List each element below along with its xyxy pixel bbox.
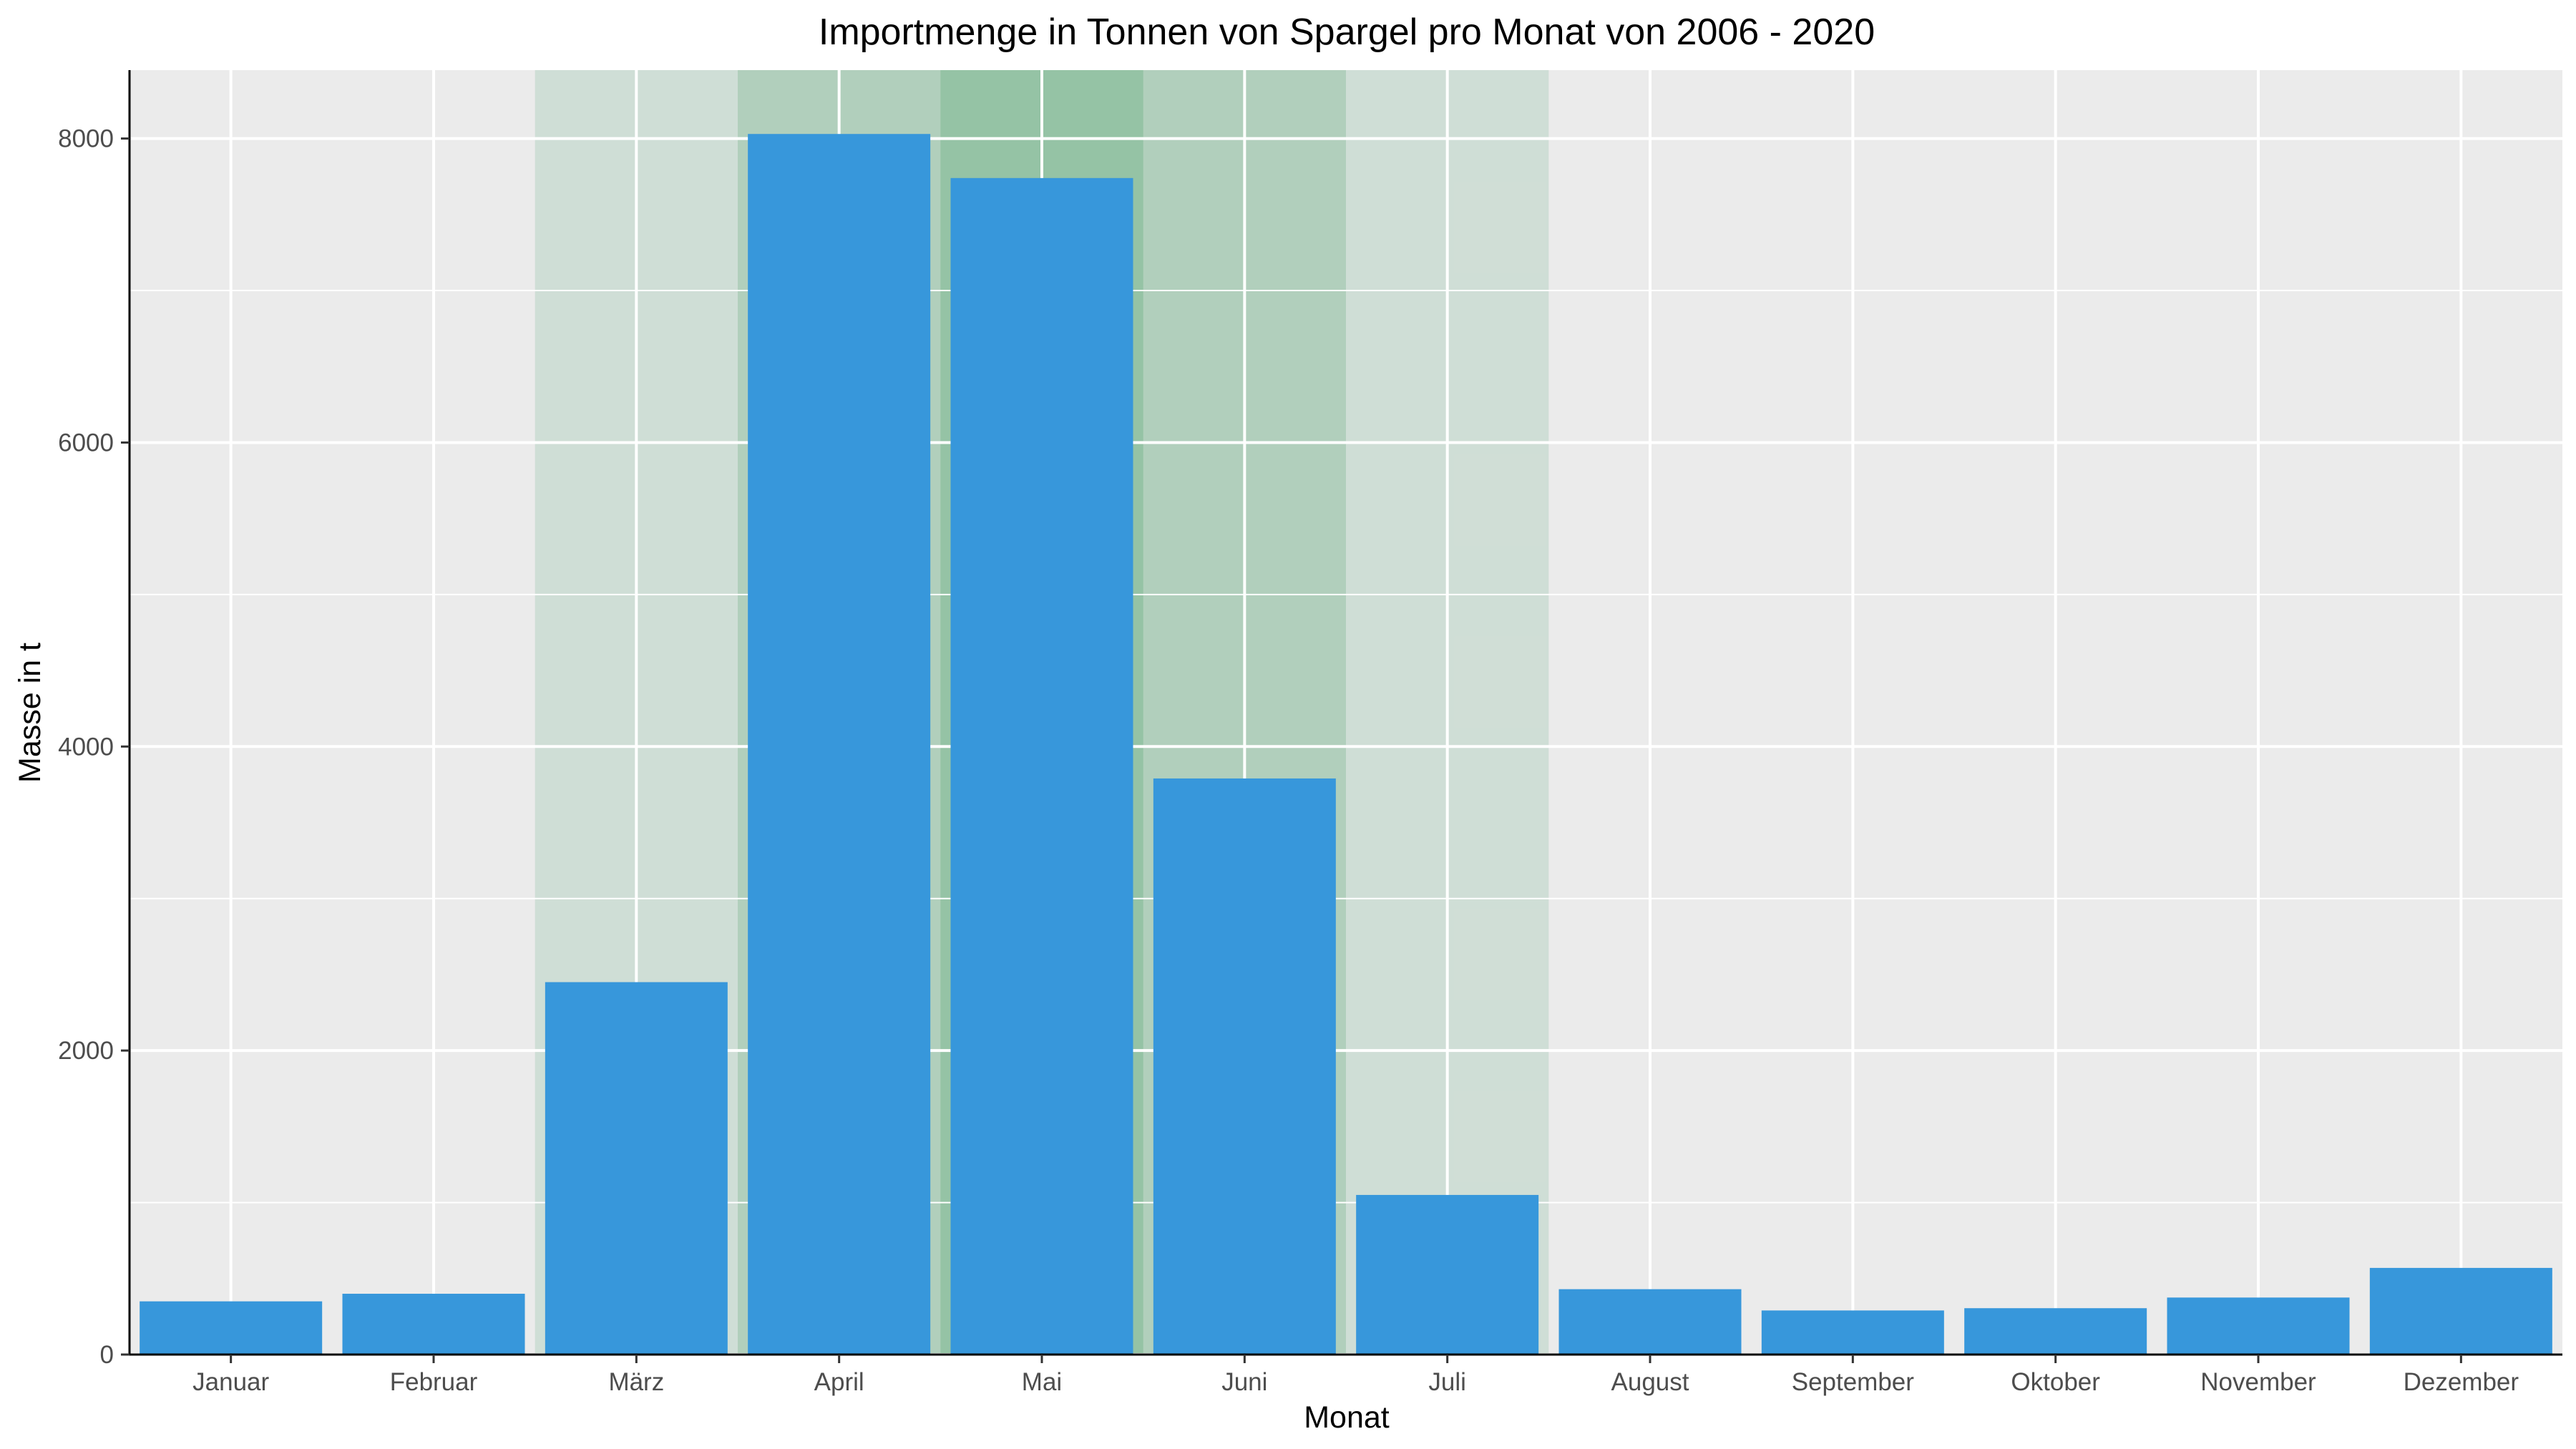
x-tick-label: Februar xyxy=(390,1368,478,1396)
x-tick-label: Mai xyxy=(1022,1368,1062,1396)
bar-10 xyxy=(2167,1297,2350,1355)
x-tick-label: Oktober xyxy=(2011,1368,2100,1396)
x-tick-label: Juni xyxy=(1221,1368,1267,1396)
y-tick-label: 8000 xyxy=(58,125,114,153)
x-tick-label: März xyxy=(608,1368,664,1396)
y-tick-label: 2000 xyxy=(58,1037,114,1065)
x-tick-label: August xyxy=(1611,1368,1689,1396)
bar-7 xyxy=(1558,1289,1742,1355)
bars xyxy=(140,134,2552,1355)
bar-6 xyxy=(1356,1194,1539,1355)
bar-8 xyxy=(1761,1310,1944,1355)
x-tick-label: Juli xyxy=(1428,1368,1466,1396)
y-tick-label: 6000 xyxy=(58,429,114,457)
x-axis-title: Monat xyxy=(1304,1400,1390,1435)
x-tick-label: November xyxy=(2200,1368,2316,1396)
bar-1 xyxy=(342,1294,525,1355)
bar-3 xyxy=(748,134,931,1355)
bar-5 xyxy=(1153,778,1336,1355)
bar-11 xyxy=(2369,1267,2552,1355)
x-tick-label: Dezember xyxy=(2404,1368,2519,1396)
chart-title: Importmenge in Tonnen von Spargel pro Mo… xyxy=(819,11,1875,53)
y-tick-label: 0 xyxy=(100,1341,114,1369)
x-tick-label: Januar xyxy=(192,1368,269,1396)
y-tick-labels: 0 2000 4000 6000 8000 xyxy=(58,125,114,1369)
plot-panel xyxy=(130,70,2562,1355)
x-tick-labels: Januar Februar März April Mai Juni Juli August S… xyxy=(192,1368,2519,1396)
bar-4 xyxy=(950,177,1133,1355)
x-tick-label: September xyxy=(1792,1368,1915,1396)
bar-2 xyxy=(545,982,728,1355)
x-tick-label: April xyxy=(814,1368,864,1396)
axes xyxy=(121,70,2562,1363)
y-tick-label: 4000 xyxy=(58,733,114,761)
y-axis-title: Masse in t xyxy=(13,643,47,783)
bar-9 xyxy=(1964,1308,2147,1355)
bar-0 xyxy=(140,1301,323,1355)
